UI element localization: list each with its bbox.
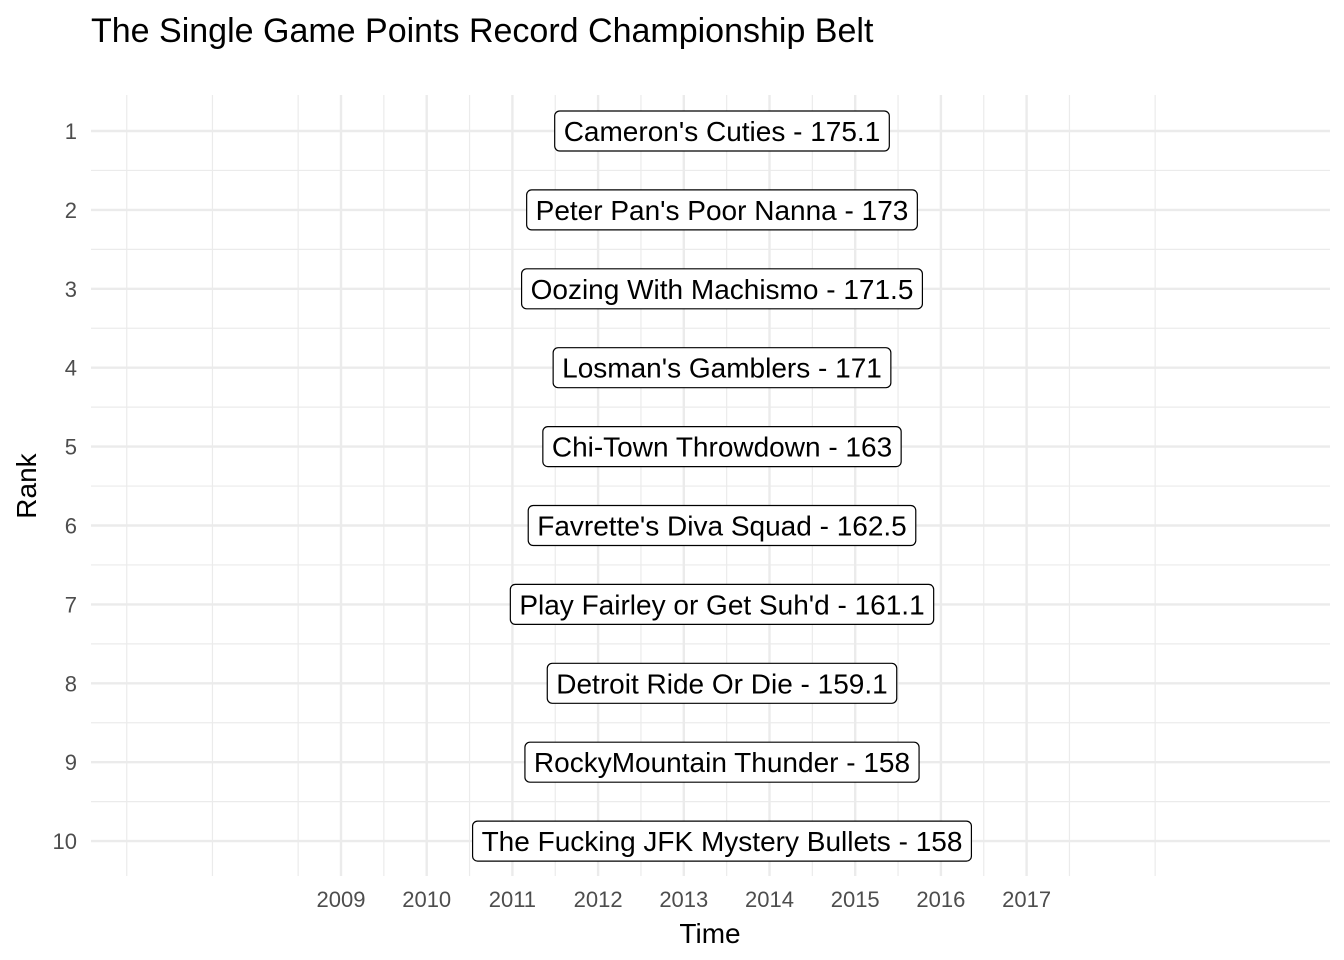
team-label-box: [554, 110, 890, 152]
team-label-box: [527, 504, 917, 547]
x-tick-label: 2009: [317, 887, 366, 912]
team-label-text: Peter Pan's Poor Nanna - 173: [536, 195, 909, 226]
team-label-text: Detroit Ride Or Die - 159.1: [556, 668, 887, 699]
x-tick-label: 2016: [916, 887, 965, 912]
team-label-text: The Fucking JFK Mystery Bullets - 158: [482, 826, 963, 857]
chart-title: The Single Game Points Record Championsh…: [91, 12, 874, 50]
team-label: Favrette's Diva Squad - 162.5: [527, 504, 917, 547]
y-tick-label: 5: [65, 435, 77, 460]
team-label: Peter Pan's Poor Nanna - 173: [526, 189, 918, 231]
team-label-text: Losman's Gamblers - 171: [562, 353, 882, 384]
team-label-text: RockyMountain Thunder - 158: [534, 747, 910, 778]
y-tick-label: 8: [65, 671, 77, 696]
y-tick-label: 7: [65, 592, 77, 617]
team-label-text: Oozing With Machismo - 171.5: [531, 274, 914, 305]
y-tick-label: 3: [65, 277, 77, 302]
team-label-box: [552, 347, 892, 389]
team-label-text: Cameron's Cuties - 175.1: [564, 116, 881, 147]
team-label: The Fucking JFK Mystery Bullets - 158: [471, 820, 973, 862]
y-tick-label: 10: [53, 829, 77, 854]
team-labels: Cameron's Cuties - 175.1 Peter Pan's Poor…: [471, 110, 973, 862]
y-axis-title: Rank: [11, 452, 42, 518]
team-label: Detroit Ride Or Die - 159.1: [546, 662, 898, 704]
x-axis-title: Time: [679, 918, 740, 949]
x-axis-ticks: 2009 2010 2011 2012 2013 2014 2015 2016 2017: [317, 887, 1052, 912]
team-label-text: Play Fairley or Get Suh'd - 161.1: [519, 589, 924, 620]
y-tick-label: 1: [65, 119, 77, 144]
team-label-box: [546, 662, 898, 704]
team-label-box: [542, 426, 902, 468]
team-label-text: Favrette's Diva Squad - 162.5: [537, 511, 907, 542]
team-label: RockyMountain Thunder - 158: [524, 741, 920, 783]
team-label: Cameron's Cuties - 175.1: [554, 110, 890, 152]
team-label-box: [524, 741, 920, 783]
x-tick-label: 2012: [574, 887, 623, 912]
y-tick-label: 6: [65, 514, 77, 539]
team-label: Chi-Town Throwdown - 163: [542, 426, 902, 468]
team-label-text: Chi-Town Throwdown - 163: [552, 432, 892, 463]
team-label: Losman's Gamblers - 171: [552, 347, 892, 389]
y-tick-label: 4: [65, 356, 77, 381]
team-label-box: [526, 189, 918, 231]
team-label-box: [509, 583, 935, 626]
team-label: Oozing With Machismo - 171.5: [520, 268, 924, 310]
x-tick-label: 2011: [489, 887, 536, 912]
y-axis-ticks: 1 2 3 4 5 6 7 8 9 10: [53, 119, 77, 854]
x-tick-label: 2014: [745, 887, 794, 912]
y-tick-label: 2: [65, 198, 77, 223]
y-tick-label: 9: [65, 750, 77, 775]
x-tick-label: 2015: [831, 887, 880, 912]
x-tick-label: 2013: [659, 887, 708, 912]
team-label-box: [520, 268, 924, 310]
x-tick-label: 2017: [1002, 887, 1051, 912]
team-label-box: [471, 820, 973, 862]
x-tick-label: 2010: [402, 887, 451, 912]
team-label: Play Fairley or Get Suh'd - 161.1: [509, 583, 935, 626]
